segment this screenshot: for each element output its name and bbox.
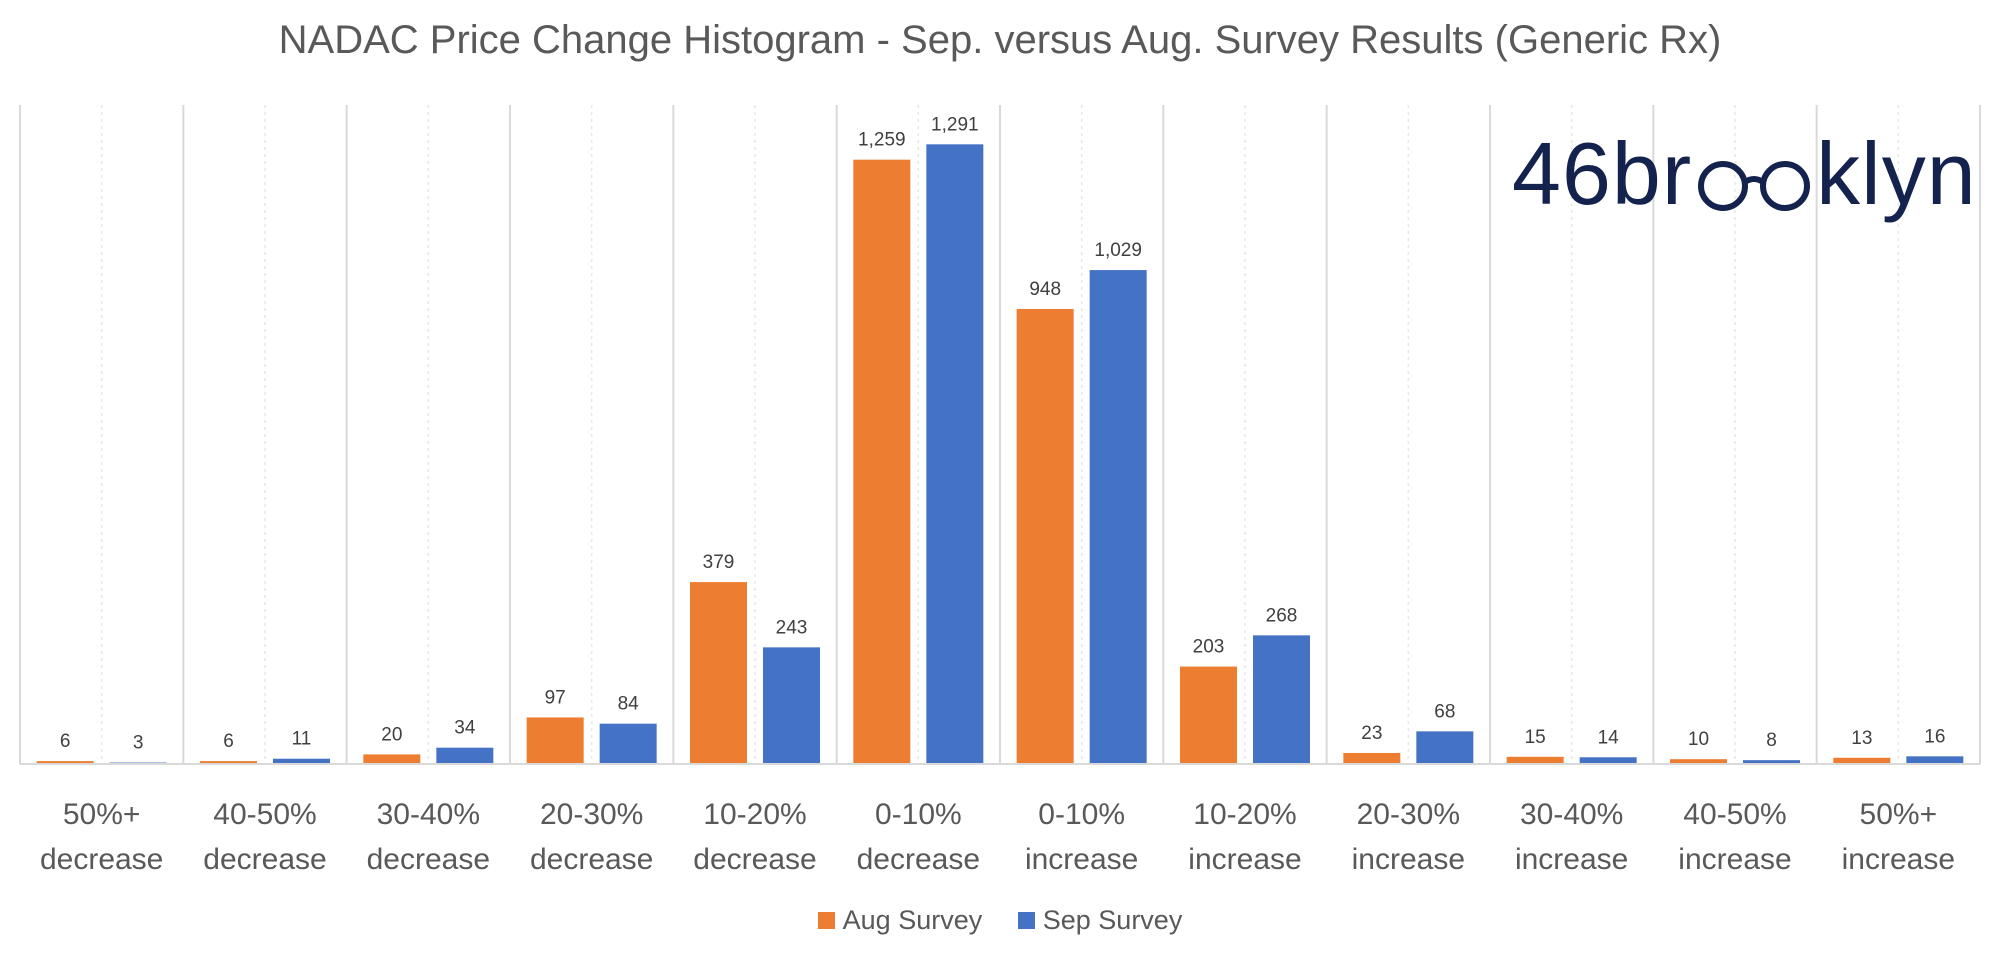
data-label-sep: 68 [1434, 701, 1455, 722]
chart-title: NADAC Price Change Histogram - Sep. vers… [278, 18, 1722, 62]
x-tick-label: 30-40% [1520, 798, 1623, 831]
x-tick-label: increase [1025, 843, 1138, 876]
x-tick-label: increase [1188, 843, 1301, 876]
x-tick-label: decrease [203, 843, 326, 876]
data-label-sep: 243 [776, 617, 808, 638]
x-tick-label: decrease [40, 843, 163, 876]
data-label-sep: 3 [133, 733, 144, 754]
x-tick-label: 10-20% [703, 798, 806, 831]
data-labels: 6 6 20 97 379 1,259 948 203 23 15 10 13 3 11 34 84 243 1,… [60, 114, 1946, 753]
eyeglasses-icon [1694, 137, 1814, 225]
data-label-aug: 6 [60, 731, 71, 752]
data-label-aug: 15 [1525, 727, 1546, 748]
bar-aug [690, 582, 747, 764]
x-tick-label: increase [1842, 843, 1955, 876]
bar-sep [1089, 270, 1147, 764]
bar-sep [1743, 760, 1800, 764]
data-label-sep: 14 [1598, 727, 1620, 748]
logo-text-right: klyn [1816, 124, 1977, 223]
x-tick-label: 20-30% [1357, 798, 1460, 831]
legend-item-sep: Sep Survey [1017, 905, 1183, 936]
data-label-sep: 34 [454, 718, 476, 739]
data-label-sep: 1,029 [1094, 240, 1142, 261]
legend-item-aug: Aug Survey [817, 905, 983, 936]
x-tick-label: decrease [530, 843, 653, 876]
legend: Aug Survey Sep Survey [0, 905, 2000, 936]
data-label-sep: 84 [618, 694, 640, 715]
x-axis: 50%+ decrease 40-50% decrease 30-40% decrease… [20, 763, 1980, 876]
bar-sep [273, 758, 330, 764]
data-label-aug: 13 [1851, 728, 1872, 749]
bar-aug [1670, 759, 1727, 764]
x-tick-label: decrease [367, 843, 490, 876]
data-label-sep: 16 [1924, 726, 1945, 747]
bar-sep [1416, 731, 1474, 764]
x-tick-label: 40-50% [213, 798, 316, 831]
gridlines [19, 105, 1981, 764]
bar-aug [1343, 752, 1401, 764]
bar-sep [1253, 635, 1310, 764]
x-tick-label: 0-10% [875, 798, 962, 831]
data-label-aug: 1,259 [858, 130, 906, 151]
brand-logo: 46br klyn [1512, 130, 1977, 225]
bar-sep [1579, 757, 1637, 764]
data-label-sep: 8 [1766, 730, 1777, 751]
bar-aug [36, 761, 94, 764]
legend-label-aug: Aug Survey [842, 905, 983, 935]
data-label-aug: 948 [1029, 279, 1061, 300]
x-tick-label: increase [1678, 843, 1791, 876]
legend-swatch-aug [817, 912, 835, 929]
bar-sep [599, 723, 657, 764]
bar-aug [1180, 666, 1237, 764]
data-label-aug: 23 [1361, 723, 1382, 744]
legend-label-sep: Sep Survey [1042, 905, 1183, 935]
x-tick-label: increase [1352, 843, 1465, 876]
x-tick-label: 50%+ [63, 798, 141, 831]
data-label-aug: 203 [1193, 637, 1225, 658]
bar-aug [1506, 756, 1564, 764]
data-label-aug: 6 [223, 731, 234, 752]
data-label-aug: 20 [381, 724, 402, 745]
x-tick-label: decrease [693, 843, 816, 876]
bar-aug [363, 754, 421, 764]
data-label-sep: 1,291 [931, 114, 979, 135]
bar-sep [926, 144, 984, 764]
bar-aug [853, 159, 911, 764]
bar-aug [1016, 308, 1074, 764]
data-label-sep: 268 [1266, 605, 1298, 626]
x-tick-label: 50%+ [1860, 798, 1938, 831]
x-tick-label: decrease [857, 843, 980, 876]
legend-swatch-sep [1017, 912, 1035, 929]
x-tick-label: 10-20% [1193, 798, 1296, 831]
bar-sep [763, 647, 820, 764]
x-tick-label: 0-10% [1038, 798, 1125, 831]
x-tick-label: increase [1515, 843, 1628, 876]
x-tick-label: 40-50% [1683, 798, 1786, 831]
bar-aug [1833, 757, 1891, 764]
x-tick-label: 20-30% [540, 798, 643, 831]
bar-aug [526, 717, 584, 764]
data-label-sep: 11 [292, 729, 312, 750]
logo-text-left: 46br [1512, 124, 1693, 223]
data-label-aug: 10 [1688, 729, 1709, 750]
bar-aug [200, 761, 257, 764]
x-tick-label: 30-40% [377, 798, 480, 831]
data-label-aug: 379 [703, 552, 735, 573]
data-label-aug: 97 [545, 687, 566, 708]
bars [36, 144, 1964, 764]
bar-sep [436, 747, 494, 764]
bar-sep [1906, 756, 1964, 764]
